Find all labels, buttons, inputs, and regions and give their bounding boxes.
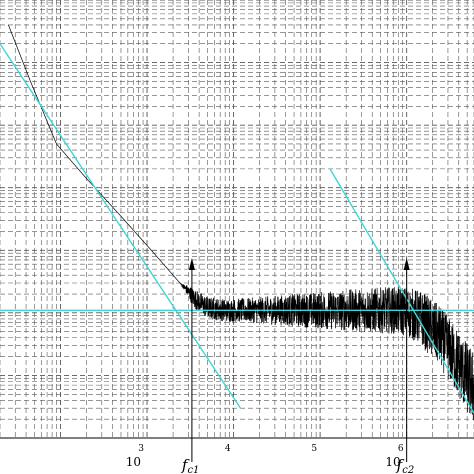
annotation-label: fc1 [181, 456, 200, 474]
x-tick-exponent: 3 [138, 444, 144, 454]
x-tick-exponent: 4 [225, 444, 231, 454]
x-tick-base: 10 [385, 455, 400, 469]
x-tick-label: 5 [311, 444, 317, 454]
grid [0, 0, 474, 439]
annotation-arrowhead [188, 258, 195, 270]
x-tick-exponent: 6 [398, 444, 404, 454]
annotation-label: fc2 [396, 456, 415, 474]
asymptote-line-1 [0, 43, 242, 409]
asymptote-line-3 [329, 168, 474, 414]
measured-spectrum-line [8, 24, 474, 421]
x-tick-label: 610 [385, 444, 404, 469]
x-tick-exponent: 5 [311, 444, 317, 454]
x-tick-label: 4 [225, 444, 231, 454]
x-tick-label: 310 [126, 444, 145, 469]
annotation-arrowhead [403, 258, 410, 270]
x-tick-base: 10 [126, 455, 141, 469]
annotations: fc1 fc2 [181, 258, 414, 474]
series-layer [0, 24, 474, 421]
